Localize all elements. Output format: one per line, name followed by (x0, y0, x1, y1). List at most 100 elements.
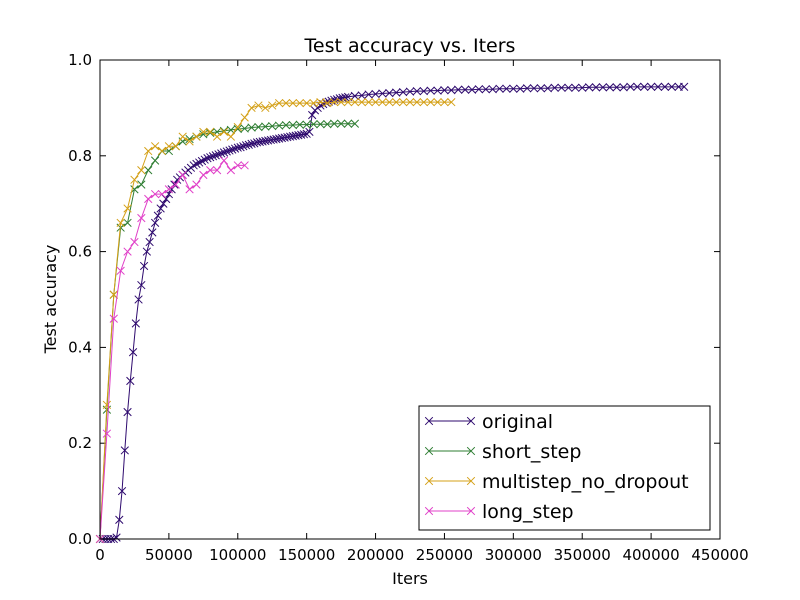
data-point (626, 82, 635, 91)
data-point (189, 161, 198, 170)
data-point (557, 83, 566, 92)
chart-title: Test accuracy vs. Iters (304, 35, 516, 57)
data-point (233, 124, 242, 134)
data-point (134, 295, 143, 304)
legend-marker (466, 446, 476, 456)
data-point (667, 82, 676, 91)
data-point (343, 97, 353, 107)
data-point (522, 84, 532, 93)
data-point (233, 122, 242, 132)
data-point (299, 130, 309, 139)
x-tick-label: 350000 (554, 546, 611, 564)
legend-entry: multistep_no_dropout (424, 471, 689, 493)
data-point (502, 84, 511, 93)
data-point (212, 166, 222, 175)
series-line (99, 159, 245, 540)
data-point (219, 148, 229, 157)
data-point (268, 101, 277, 110)
data-point (274, 121, 284, 130)
data-point (309, 120, 318, 129)
data-point (123, 218, 132, 228)
data-point (123, 204, 132, 213)
data-point (199, 170, 208, 180)
data-point (206, 153, 215, 162)
data-point (178, 170, 187, 180)
legend-marker (466, 416, 476, 426)
data-point (230, 144, 240, 153)
data-point (241, 141, 251, 150)
data-point (145, 237, 154, 247)
data-point (244, 140, 253, 149)
data-point (116, 266, 125, 275)
x-tick-label: 150000 (278, 546, 335, 564)
data-point (148, 228, 157, 237)
data-point (164, 142, 174, 151)
data-point (153, 211, 163, 220)
data-point (281, 98, 291, 108)
data-point (126, 376, 135, 386)
x-tick-label: 450000 (691, 546, 748, 564)
data-point (350, 97, 360, 107)
data-point (144, 146, 153, 156)
legend-marker (466, 476, 476, 486)
data-point (217, 149, 226, 158)
data-point (364, 97, 373, 107)
legend-label: multistep_no_dropout (482, 471, 689, 493)
data-point (612, 83, 621, 92)
data-point (371, 89, 380, 99)
data-point (185, 134, 194, 144)
data-point (102, 400, 112, 410)
data-point (200, 155, 209, 164)
x-axis-title: Iters (392, 569, 428, 588)
data-point (171, 142, 180, 151)
data-point (460, 85, 470, 94)
data-point (212, 132, 222, 141)
data-point (419, 97, 428, 107)
data-point (157, 146, 167, 156)
data-point (330, 97, 339, 107)
series-layer (95, 82, 689, 544)
legend-entry: long_step (424, 501, 574, 523)
legend-marker (424, 506, 434, 516)
data-point (350, 91, 360, 101)
data-point (178, 132, 187, 141)
data-point (240, 113, 249, 122)
data-point (197, 156, 207, 166)
data-point (144, 194, 153, 204)
data-point (240, 161, 249, 170)
data-point (128, 348, 138, 357)
data-point (192, 159, 201, 169)
data-point (316, 120, 325, 129)
data-point (426, 86, 435, 95)
data-point (130, 237, 139, 247)
data-point (488, 85, 497, 94)
data-point (185, 185, 194, 194)
data-point (323, 120, 332, 129)
data-point (447, 86, 456, 95)
data-point (392, 97, 401, 107)
legend-marker (424, 416, 434, 426)
data-point (440, 97, 449, 107)
data-point (357, 91, 366, 100)
data-point (336, 119, 346, 128)
data-point (605, 83, 614, 92)
x-tick-label: 100000 (209, 546, 266, 564)
data-point (405, 87, 415, 96)
data-point (102, 429, 112, 438)
data-point (529, 84, 539, 93)
x-tick-label: 0 (95, 546, 105, 564)
x-tick-label: 400000 (622, 546, 679, 564)
data-point (412, 97, 422, 107)
data-point (302, 98, 311, 108)
data-point (192, 180, 201, 189)
legend-entry: original (424, 411, 553, 433)
data-point (305, 127, 314, 137)
data-point (536, 84, 546, 93)
x-tick-label: 50000 (145, 546, 193, 564)
data-point (185, 137, 194, 146)
data-point (584, 83, 594, 92)
data-point (226, 132, 236, 141)
y-axis-title: Test accuracy (41, 245, 60, 355)
data-point (150, 218, 160, 228)
